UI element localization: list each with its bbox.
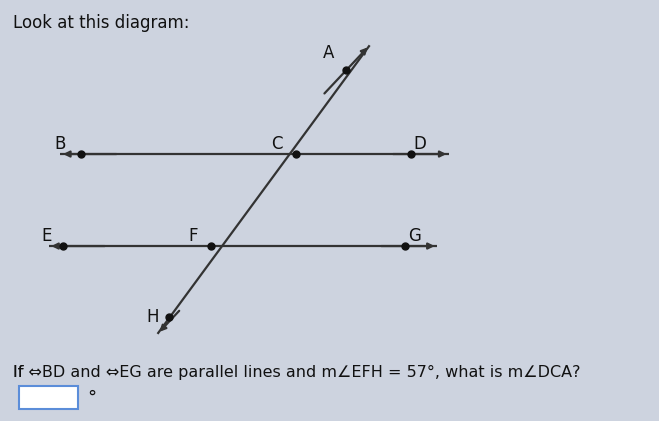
Text: D: D (414, 135, 427, 152)
Text: H: H (147, 308, 159, 326)
Text: B: B (55, 135, 66, 152)
Text: F: F (188, 226, 198, 245)
Text: A: A (323, 44, 334, 62)
Text: If: If (13, 365, 29, 380)
Text: If ⇔BD and ⇔EG are parallel lines and m∠EFH = 57°, what is m∠DCA?: If ⇔BD and ⇔EG are parallel lines and m∠… (13, 365, 581, 380)
Text: °: ° (87, 389, 96, 407)
Text: Look at this diagram:: Look at this diagram: (13, 14, 190, 32)
Text: G: G (408, 226, 421, 245)
Text: C: C (272, 135, 283, 152)
Text: E: E (42, 226, 52, 245)
FancyBboxPatch shape (19, 386, 78, 409)
